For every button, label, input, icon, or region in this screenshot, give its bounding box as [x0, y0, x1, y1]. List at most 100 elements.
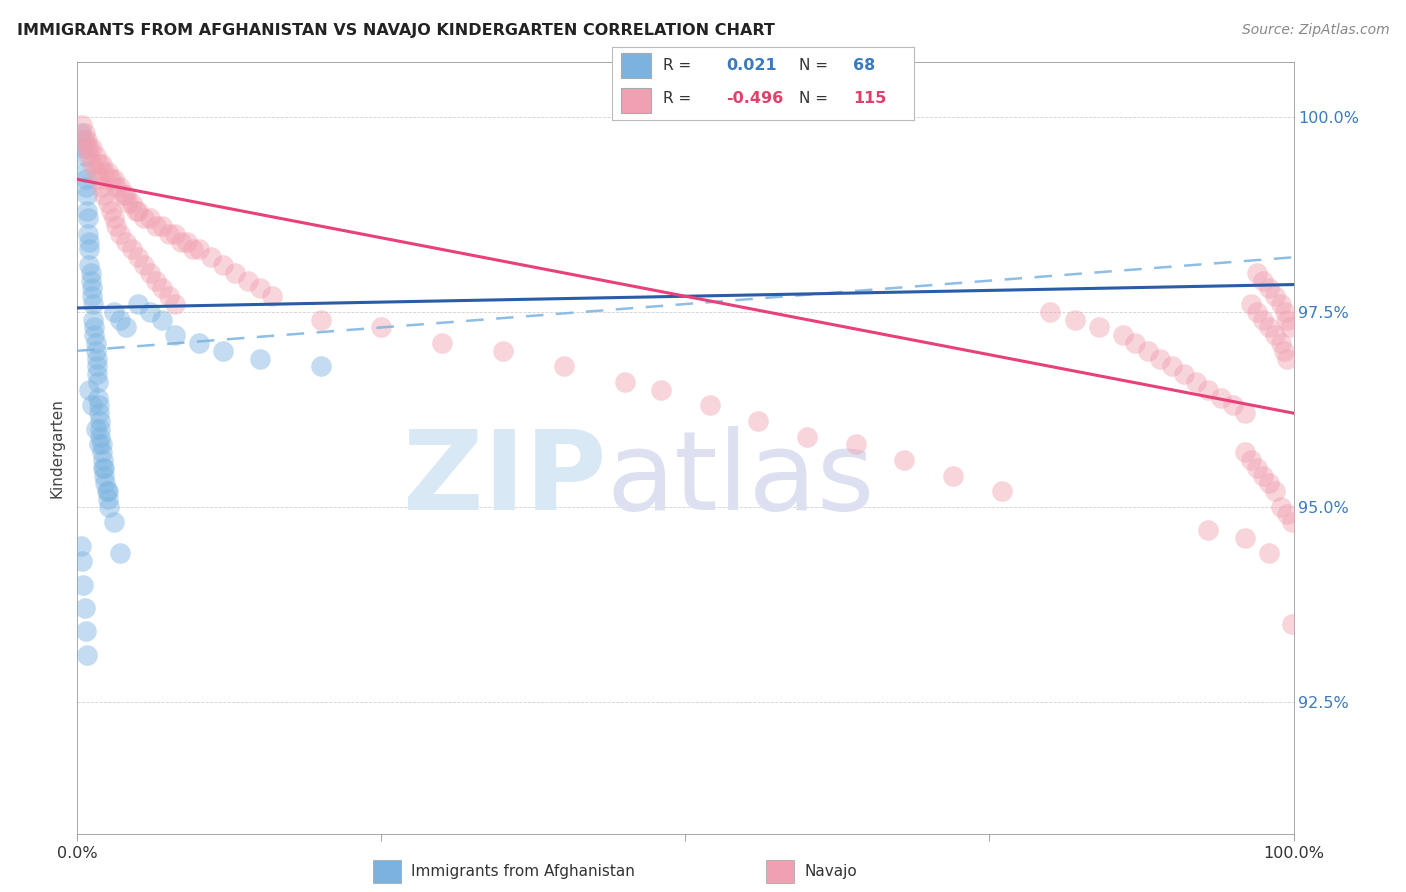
Text: Navajo: Navajo — [804, 864, 858, 879]
Point — [188, 243, 211, 257]
Point — [249, 351, 271, 366]
Point — [84, 149, 107, 163]
Point — [79, 243, 101, 257]
Point — [112, 188, 135, 202]
Point — [84, 422, 107, 436]
Point — [139, 211, 162, 226]
Text: ZIP: ZIP — [404, 425, 606, 533]
Point — [1233, 406, 1256, 420]
Point — [1222, 398, 1244, 412]
Point — [100, 172, 122, 186]
Point — [553, 359, 575, 374]
Point — [1233, 531, 1256, 545]
Point — [1251, 274, 1274, 288]
Point — [249, 281, 271, 295]
Point — [1264, 484, 1286, 499]
Point — [70, 554, 93, 568]
Point — [82, 297, 104, 311]
Point — [1274, 305, 1296, 319]
Point — [1251, 468, 1274, 483]
Point — [1246, 460, 1268, 475]
Point — [79, 383, 101, 397]
Text: IMMIGRANTS FROM AFGHANISTAN VS NAVAJO KINDERGARTEN CORRELATION CHART: IMMIGRANTS FROM AFGHANISTAN VS NAVAJO KI… — [17, 23, 775, 38]
Point — [82, 312, 104, 326]
Point — [97, 195, 120, 210]
Point — [89, 406, 111, 420]
Point — [86, 359, 108, 374]
Point — [152, 312, 174, 326]
Point — [176, 235, 198, 249]
Point — [75, 172, 97, 186]
Point — [108, 546, 131, 560]
Point — [76, 203, 98, 218]
Point — [1258, 281, 1281, 295]
Point — [100, 203, 122, 218]
FancyBboxPatch shape — [620, 88, 651, 113]
Point — [80, 266, 103, 280]
Point — [1278, 320, 1301, 334]
Point — [1277, 351, 1299, 366]
Text: 0.021: 0.021 — [727, 58, 778, 72]
Point — [236, 274, 259, 288]
Point — [76, 141, 98, 155]
Point — [93, 460, 115, 475]
Point — [613, 375, 636, 389]
Point — [80, 289, 103, 303]
Point — [93, 468, 115, 483]
Point — [1264, 328, 1286, 343]
Point — [73, 149, 96, 163]
Text: N =: N = — [799, 58, 828, 72]
Point — [80, 281, 103, 295]
Point — [72, 577, 94, 591]
Point — [1185, 375, 1208, 389]
Point — [105, 219, 128, 233]
Y-axis label: Kindergarten: Kindergarten — [49, 399, 65, 498]
Point — [492, 343, 515, 358]
Point — [90, 445, 112, 459]
Point — [152, 281, 174, 295]
Point — [79, 149, 101, 163]
Point — [70, 539, 93, 553]
FancyBboxPatch shape — [620, 54, 651, 78]
Point — [796, 429, 818, 443]
Point — [200, 250, 222, 264]
Point — [163, 328, 186, 343]
Point — [1136, 343, 1159, 358]
Point — [1240, 453, 1263, 467]
Point — [181, 243, 204, 257]
Point — [212, 343, 235, 358]
Point — [108, 227, 131, 241]
Point — [73, 126, 96, 140]
Point — [80, 274, 103, 288]
Text: R =: R = — [664, 91, 692, 106]
Point — [79, 258, 101, 272]
Point — [1233, 445, 1256, 459]
Point — [97, 491, 120, 506]
Point — [80, 398, 103, 412]
Point — [1251, 312, 1274, 326]
Point — [76, 133, 98, 147]
Text: atlas: atlas — [606, 425, 875, 533]
Point — [105, 180, 128, 194]
Point — [87, 391, 110, 405]
Point — [90, 437, 112, 451]
Point — [121, 195, 143, 210]
Point — [170, 235, 193, 249]
Point — [115, 235, 138, 249]
Point — [163, 297, 186, 311]
Text: N =: N = — [799, 91, 828, 106]
Point — [893, 453, 915, 467]
Point — [89, 429, 111, 443]
Point — [1277, 312, 1299, 326]
Point — [1264, 289, 1286, 303]
Point — [89, 172, 111, 186]
Point — [1246, 266, 1268, 280]
Point — [134, 258, 156, 272]
Point — [115, 188, 138, 202]
Point — [91, 453, 114, 467]
Point — [79, 141, 101, 155]
Point — [1277, 508, 1299, 522]
Point — [117, 195, 139, 210]
Text: Immigrants from Afghanistan: Immigrants from Afghanistan — [411, 864, 634, 879]
Point — [83, 328, 105, 343]
